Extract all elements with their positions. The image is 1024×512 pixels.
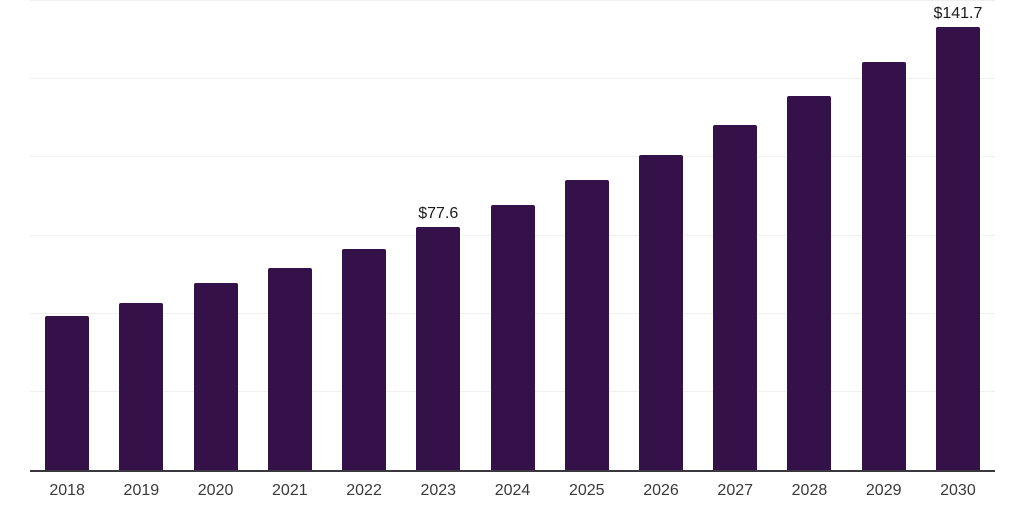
bar-slot-2019 bbox=[104, 1, 178, 470]
bar-2029 bbox=[861, 61, 906, 470]
bar-2026 bbox=[638, 154, 683, 470]
x-tick-2020: 2020 bbox=[197, 482, 234, 499]
x-tick-2022: 2022 bbox=[346, 482, 382, 499]
bar-2028 bbox=[787, 96, 832, 470]
x-tick-2023: 2023 bbox=[420, 482, 457, 499]
bar-2027 bbox=[713, 125, 758, 470]
x-tick-2025: 2025 bbox=[568, 482, 605, 499]
bar-2018 bbox=[45, 315, 90, 470]
bar-slot-2024 bbox=[475, 1, 549, 470]
x-axis-labels: 2018 2019 2020 2021 2022 2023 2024 2025 2026 2027… bbox=[30, 481, 995, 501]
data-label-2023: $77.6 bbox=[418, 205, 459, 223]
bar-slot-2028 bbox=[772, 1, 846, 470]
bar-slot-2025 bbox=[550, 1, 624, 470]
bar-slot-2030: $141.7 bbox=[921, 1, 995, 470]
bar-slot-2018 bbox=[30, 1, 104, 470]
x-tick-2030: 2030 bbox=[940, 482, 976, 499]
bar-slot-2026 bbox=[624, 1, 698, 470]
bar-2019 bbox=[119, 303, 164, 470]
data-label-2030: $141.7 bbox=[933, 4, 983, 22]
bar-2021 bbox=[267, 268, 312, 470]
x-tick-2029: 2029 bbox=[865, 482, 902, 499]
x-tick-2018: 2018 bbox=[49, 482, 85, 499]
gridline-100 bbox=[30, 156, 995, 158]
bar-2025 bbox=[564, 180, 609, 470]
bar-slot-2021 bbox=[253, 1, 327, 470]
bar-slot-2023: $77.6 bbox=[401, 1, 475, 470]
x-tick-2027: 2027 bbox=[717, 482, 754, 499]
bar-2023: $77.6 bbox=[416, 205, 461, 470]
bar-slot-2020 bbox=[178, 1, 252, 470]
gridline-125 bbox=[30, 78, 995, 80]
x-tick-2028: 2028 bbox=[791, 482, 828, 499]
x-tick-2024: 2024 bbox=[494, 482, 531, 499]
plot-area: $77.6 $141.7 bbox=[30, 0, 995, 472]
bar-2020 bbox=[193, 283, 238, 470]
bar-2022 bbox=[342, 248, 387, 470]
bar-2030: $141.7 bbox=[933, 5, 982, 470]
x-tick-2019: 2019 bbox=[123, 482, 160, 499]
x-tick-2026: 2026 bbox=[643, 482, 679, 499]
x-tick-2021: 2021 bbox=[272, 482, 308, 499]
bars-container: $77.6 $141.7 bbox=[30, 1, 995, 470]
bar-slot-2022 bbox=[327, 1, 401, 470]
bar-slot-2029 bbox=[847, 1, 921, 470]
gridline-150 bbox=[30, 0, 995, 1]
bar-2024 bbox=[490, 204, 535, 470]
bar-slot-2027 bbox=[698, 1, 772, 470]
